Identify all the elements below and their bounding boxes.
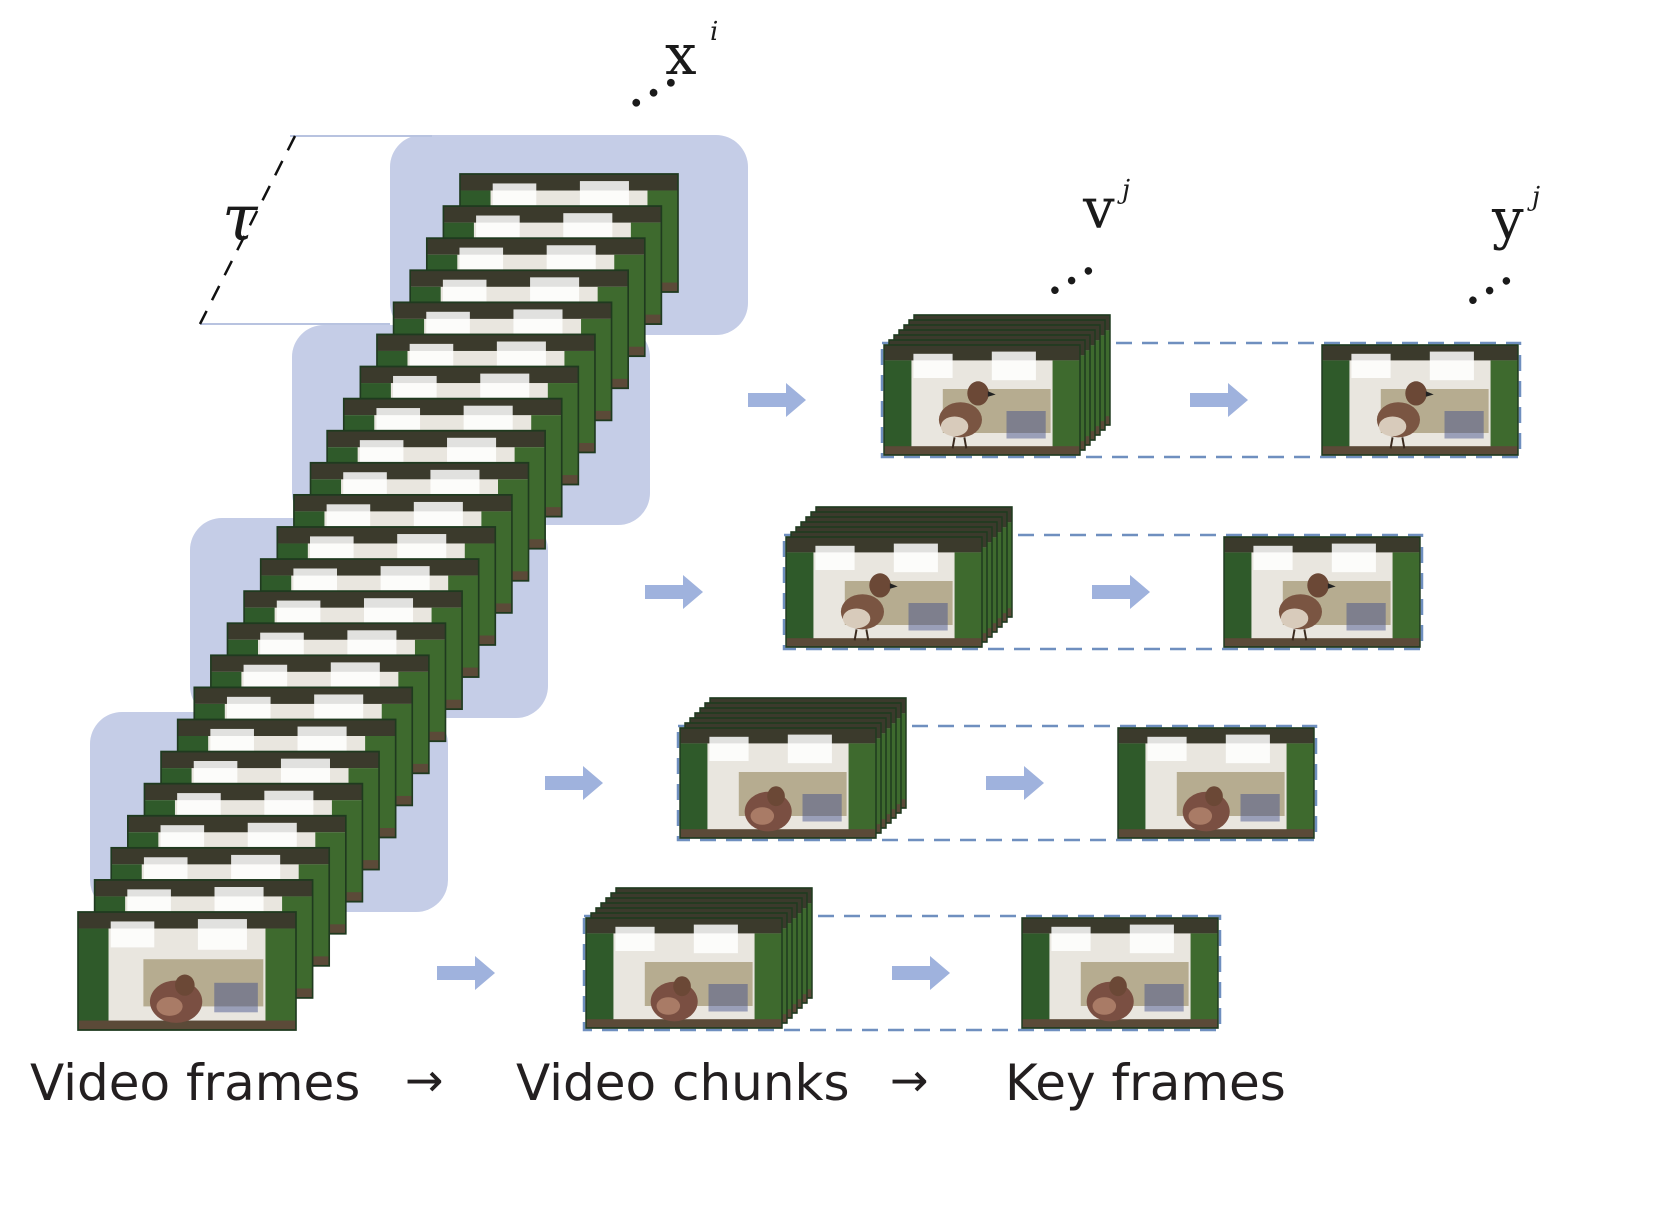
chunk-row	[545, 697, 1318, 842]
arrow-chunk-to-keyframe	[892, 956, 950, 990]
video-chunk	[585, 887, 813, 1029]
key-frame	[1321, 344, 1519, 456]
tau-dashed-line	[198, 135, 297, 325]
y-superscript: j	[1527, 182, 1540, 212]
video-frame	[77, 911, 297, 1031]
chunk-keyframe-dashed-box	[582, 914, 1222, 1032]
x-label: … x i	[602, 17, 719, 123]
chunk-row	[437, 887, 1222, 1032]
chunk-row	[645, 506, 1424, 651]
chunk-frame	[785, 536, 983, 648]
key-frame	[1223, 536, 1421, 648]
y-label: … y j	[1439, 182, 1540, 320]
video-frames-stack	[77, 135, 748, 1031]
arrow-frames-to-chunk	[748, 383, 806, 417]
x-superscript: i	[710, 17, 718, 47]
arrow-chunk-to-keyframe	[1190, 383, 1248, 417]
arrow-chunk-to-keyframe	[986, 766, 1044, 800]
v-label: … v j	[1021, 175, 1130, 310]
caption-arrow-1: →	[405, 1053, 444, 1107]
key-frame	[1117, 727, 1315, 839]
caption-video-chunks: Video chunks	[516, 1054, 850, 1112]
chunk-rows	[437, 314, 1522, 1032]
chunk-keyframe-dashed-box	[676, 724, 1318, 842]
chunk-keyframe-dashed-box	[782, 533, 1424, 651]
v-superscript: j	[1117, 175, 1130, 205]
chunk-frame	[679, 727, 877, 839]
video-chunk	[883, 314, 1111, 456]
caption-key-frames: Key frames	[1005, 1054, 1286, 1112]
chunk-frame	[883, 344, 1081, 456]
key-frame	[1021, 917, 1219, 1029]
arrow-frames-to-chunk	[545, 766, 603, 800]
y-symbol: y	[1491, 187, 1524, 252]
v-symbol: v	[1082, 177, 1115, 242]
arrow-frames-to-chunk	[645, 575, 703, 609]
x-symbol: x	[665, 23, 697, 88]
frame-sequence	[77, 173, 679, 1031]
caption-arrow-2: →	[890, 1053, 929, 1107]
arrow-chunk-to-keyframe	[1092, 575, 1150, 609]
caption-video-frames: Video frames	[30, 1054, 360, 1112]
chunk-keyframe-dashed-box	[880, 341, 1522, 459]
video-chunk	[679, 697, 907, 839]
video-chunk	[785, 506, 1013, 648]
chunk-row	[748, 314, 1522, 459]
arrow-frames-to-chunk	[437, 956, 495, 990]
chunk-frame	[585, 917, 783, 1029]
tau-label: τ	[222, 182, 259, 256]
